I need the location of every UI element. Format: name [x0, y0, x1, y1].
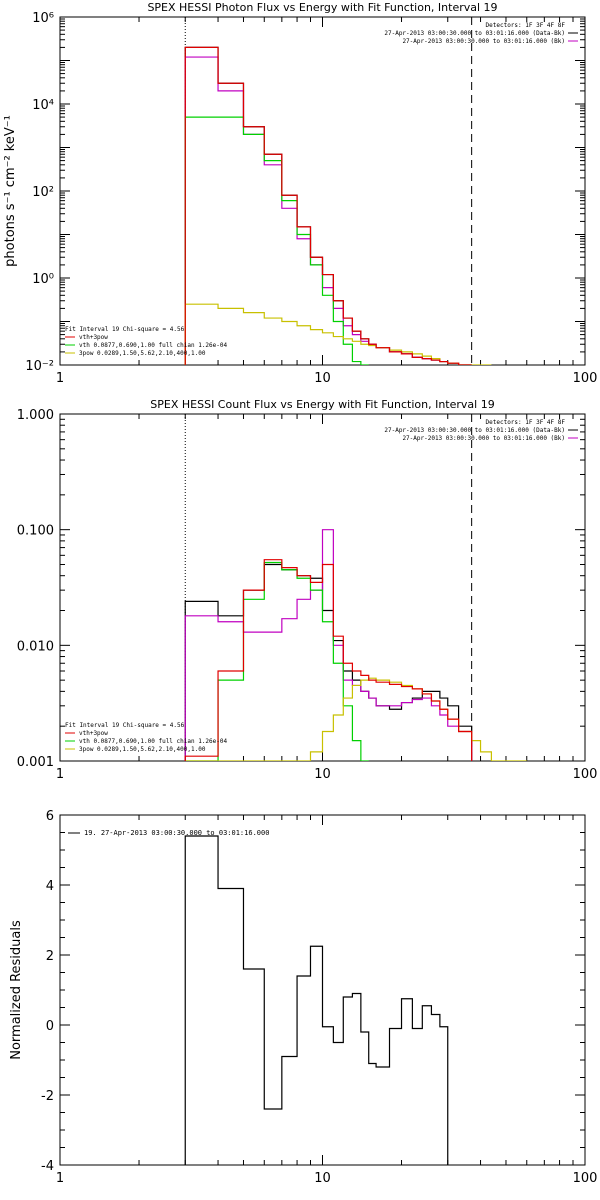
y-tick-label: 1.000	[17, 408, 54, 423]
residuals-chart: 1 10 100 -4 -2 0 2 4 6 Normalized Residuals 19. 27…	[9, 809, 598, 1186]
x-tick-label: 1	[56, 767, 64, 782]
x-tick-label: 1	[56, 1171, 64, 1186]
legend-text: 3pow 0.0289,1.50,5.62,2.10,400,1.00	[79, 350, 206, 357]
legend-text: 27-Apr-2013 03:00:30.000 to 03:01:16.000…	[402, 38, 565, 45]
legend-text: 3pow 0.0289,1.50,5.62,2.10,400,1.00	[79, 746, 206, 753]
legend-text: 19. 27-Apr-2013 03:00:30.000 to 03:01:16…	[84, 829, 269, 837]
legend-text: vth 0.0877,0.690,1.00 full chian 1.26e-0…	[79, 738, 227, 745]
chart-title: SPEX HESSI Count Flux vs Energy with Fit…	[150, 398, 494, 411]
legend-text: Fit Interval 19 Chi-square = 4.56	[65, 326, 185, 333]
y-axis-label: Normalized Residuals	[9, 920, 24, 1060]
y-tick-label: 0	[46, 1019, 54, 1034]
y-tick-label: 6	[46, 809, 54, 824]
series-line-1	[184, 529, 473, 761]
y-tick-label: 4	[46, 879, 54, 894]
x-tick-label: 1	[56, 371, 64, 386]
x-tick-label: 100	[573, 371, 598, 386]
plot-frame	[59, 16, 586, 366]
y-axis-label: photons s⁻¹ cm⁻² keV⁻¹	[3, 115, 18, 267]
series-line-4	[184, 559, 473, 761]
y-tick-label: 0.100	[17, 524, 54, 539]
x-tick-label: 100	[573, 1171, 598, 1186]
legend-text: vth+3pow	[79, 730, 108, 737]
legend-text: 27-Apr-2013 03:00:30.000 to 03:01:16.000…	[384, 427, 565, 434]
y-tick-label: -4	[41, 1159, 54, 1174]
y-tick-label: 0.010	[17, 639, 54, 654]
photon-flux-chart: SPEX HESSI Photon Flux vs Energy with Fi…	[3, 1, 598, 386]
y-tick-label: 10⁶	[32, 11, 54, 26]
x-tick-label: 10	[314, 371, 331, 386]
x-tick-label: 100	[573, 767, 598, 782]
legend-text: Detectors: 1F 3F 4F 8F	[486, 419, 566, 426]
y-tick-label: 10⁴	[32, 98, 54, 113]
legend-text: vth 0.0877,0.690,1.00 full chian 1.26e-0…	[79, 342, 227, 349]
series-line-2	[185, 561, 369, 761]
x-tick-label: 10	[314, 767, 331, 782]
y-tick-label: 10²	[32, 185, 54, 200]
y-tick-label: -2	[41, 1089, 54, 1104]
series-line-3	[185, 677, 527, 761]
series-line-0	[184, 835, 449, 1165]
legend-text: 27-Apr-2013 03:00:30.000 to 03:01:16.000…	[402, 435, 565, 442]
series-line-1	[184, 56, 460, 365]
y-tick-label: 10⁰	[32, 272, 54, 287]
legend-text: Fit Interval 19 Chi-square = 4.56	[65, 722, 185, 729]
y-tick-label: 0.001	[17, 755, 54, 770]
count-flux-chart: SPEX HESSI Count Flux vs Energy with Fit…	[17, 398, 598, 782]
legend-text: 27-Apr-2013 03:00:30.000 to 03:01:16.000…	[384, 30, 565, 37]
y-tick-label: 10⁻²	[25, 359, 54, 374]
x-tick-label: 10	[314, 1171, 331, 1186]
series-line-4	[184, 46, 472, 365]
legend-text: Detectors: 1F 3F 4F 8F	[486, 22, 566, 29]
legend-text: vth+3pow	[79, 334, 108, 341]
chart-title: SPEX HESSI Photon Flux vs Energy with Fi…	[147, 1, 497, 14]
y-tick-label: 2	[46, 949, 54, 964]
series-line-3	[184, 303, 492, 365]
series-line-0	[184, 46, 472, 365]
